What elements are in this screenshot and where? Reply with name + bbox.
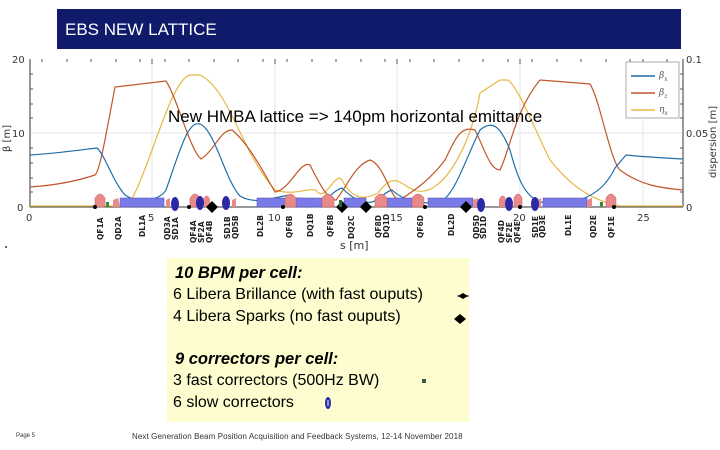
svg-text:β [m]: β [m] [2, 125, 13, 152]
svg-text:0: 0 [17, 203, 23, 214]
svg-text:QF8B: QF8B [326, 214, 335, 237]
page-number: Page 5 [16, 433, 36, 439]
beta-x-curve [29, 123, 684, 208]
svg-text:QD2E: QD2E [589, 215, 598, 238]
svg-text:s [m]: s [m] [340, 239, 369, 252]
svg-text:βx: βx [658, 71, 668, 83]
svg-text:ηx: ηx [659, 105, 668, 117]
svg-text:DQ1D: DQ1D [382, 214, 391, 238]
bpm-brillance-line: 6 Libera Brillance (with fast ouputs) [173, 286, 423, 303]
svg-text:20: 20 [513, 213, 526, 224]
lattice-elements [93, 193, 617, 213]
svg-text:QF4A: QF4A [189, 220, 198, 243]
svg-text:QF4D: QF4D [497, 220, 506, 243]
element-labels: QF1A QD2A DL1A QD3A SD1A QF4A SF2A QF4B … [96, 213, 616, 243]
svg-text:SD1D: SD1D [479, 216, 488, 239]
svg-text:QF8D: QF8D [374, 215, 383, 238]
page-title: EBS NEW LATTICE [65, 20, 217, 39]
svg-text:dispersion [m]: dispersion [m] [708, 106, 719, 178]
stray-dot [5, 246, 7, 248]
fast-corrector-line: 3 fast correctors (500Hz BW) [173, 372, 380, 389]
slow-corrector-line: 6 slow correctors [173, 394, 294, 411]
svg-text:DL1A: DL1A [138, 215, 147, 237]
svg-text:15: 15 [390, 213, 403, 224]
svg-text:DL1E: DL1E [564, 215, 573, 236]
bpm-heading: 10 BPM per cell: [175, 264, 303, 282]
svg-text:SD1E: SD1E [531, 216, 540, 238]
lattice-plot: βx βz ηx 20 10 0 0.1 0.05 0 0 5 10 15 20… [0, 48, 720, 258]
legend: βx βz ηx [625, 61, 680, 119]
svg-text:DL2B: DL2B [256, 215, 265, 237]
svg-text:SF2A: SF2A [197, 221, 206, 243]
svg-text:0: 0 [26, 213, 32, 224]
svg-text:QF1E: QF1E [607, 216, 616, 238]
svg-text:10: 10 [268, 213, 281, 224]
lattice-plot-svg: βx βz ηx 20 10 0 0.1 0.05 0 0 5 10 15 20… [2, 55, 719, 252]
bpm-sparks-icon [454, 314, 466, 324]
svg-text:DQ1B: DQ1B [306, 213, 315, 237]
svg-text:QD5D: QD5D [472, 215, 481, 239]
svg-text:5: 5 [148, 213, 154, 224]
slow-corrector-icon [325, 397, 331, 409]
footer-conference: Next Generation Beam Position Acquisitio… [132, 432, 463, 441]
svg-text:DQ2C: DQ2C [347, 215, 356, 239]
fast-corrector-icon [422, 379, 426, 383]
svg-text:SD1A: SD1A [171, 217, 180, 240]
eta-x-curve [30, 74, 683, 207]
svg-text:QD3A: QD3A [163, 216, 172, 240]
bpm-brillance-icon [457, 293, 469, 299]
svg-text:0: 0 [686, 203, 692, 214]
svg-text:QD3E: QD3E [538, 215, 547, 238]
svg-text:QF4E: QF4E [513, 221, 522, 243]
svg-text:SF2E: SF2E [505, 222, 514, 243]
svg-text:DL2D: DL2D [447, 214, 456, 236]
svg-text:20: 20 [12, 55, 25, 66]
svg-text:QF6B: QF6B [285, 215, 294, 238]
svg-text:QF6D: QF6D [416, 215, 425, 238]
svg-text:SD1B: SD1B [223, 216, 232, 239]
beta-z-curve [29, 79, 684, 201]
svg-text:QF1A: QF1A [96, 217, 105, 240]
corrector-heading: 9 correctors per cell: [175, 350, 339, 368]
svg-text:QF4B: QF4B [205, 220, 214, 243]
svg-text:10: 10 [12, 129, 25, 140]
grid [30, 59, 683, 207]
lattice-headline: New HMBA lattice => 140pm horizontal emi… [168, 107, 543, 126]
svg-text:βz: βz [658, 88, 668, 100]
svg-text:QD2A: QD2A [114, 216, 123, 240]
title-bar: EBS NEW LATTICE [57, 9, 681, 49]
svg-text:0.05: 0.05 [686, 129, 708, 140]
svg-text:25: 25 [637, 213, 650, 224]
svg-text:QD5B: QD5B [231, 215, 240, 239]
info-box: 10 BPM per cell: 6 Libera Brillance (wit… [167, 258, 469, 422]
bpm-sparks-line: 4 Libera Sparks (no fast ouputs) [173, 308, 401, 325]
svg-text:0.1: 0.1 [686, 55, 702, 66]
